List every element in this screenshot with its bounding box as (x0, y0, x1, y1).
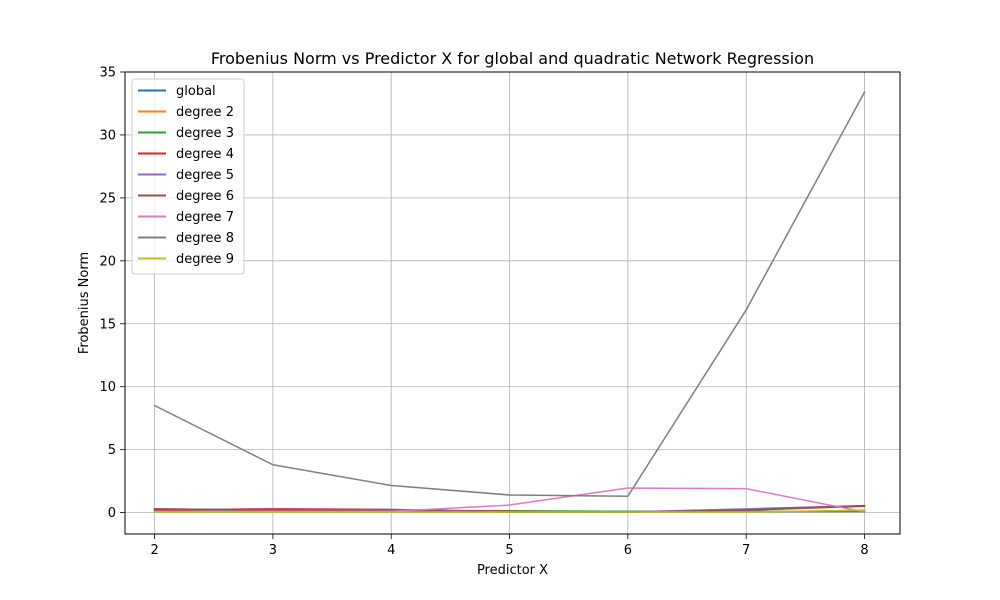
legend-entry-label: degree 6 (176, 189, 234, 204)
series-line-degree-9 (153, 509, 866, 513)
x-tick-label: 8 (860, 543, 868, 558)
y-axis-label: Frobenius Norm (77, 252, 92, 354)
x-axis-label: Predictor X (477, 563, 548, 578)
x-tick-label: 7 (742, 543, 750, 558)
x-tick-label: 3 (269, 543, 277, 558)
legend-entry-label: degree 4 (176, 147, 234, 162)
y-tick-label: 15 (99, 317, 116, 332)
x-tick-label: 5 (505, 543, 513, 558)
x-tick-label: 2 (150, 543, 158, 558)
legend-entry-label: degree 9 (176, 252, 234, 267)
y-axis: 0 5 10 15 20 25 30 35 (99, 66, 125, 521)
legend: global degree 2 degree 3 degree 4 degree 5 de… (131, 78, 245, 275)
legend-entry-label: degree 8 (176, 231, 234, 246)
legend-entry-label: degree 7 (176, 210, 234, 225)
legend-entry-label: degree 5 (176, 168, 234, 183)
series-lines (153, 91, 866, 513)
legend-entry-label: degree 3 (176, 126, 234, 141)
x-tick-label: 4 (387, 543, 395, 558)
y-tick-label: 35 (99, 66, 116, 81)
legend-entry-label: degree 2 (176, 105, 234, 120)
legend-entry-label: global (176, 84, 216, 99)
y-tick-label: 0 (108, 506, 116, 521)
y-tick-label: 25 (99, 191, 116, 206)
x-axis: 2 3 4 5 6 7 8 (150, 534, 869, 558)
chart-title: Frobenius Norm vs Predictor X for global… (211, 49, 814, 68)
y-tick-label: 20 (99, 254, 116, 269)
y-tick-label: 5 (108, 443, 116, 458)
y-tick-label: 30 (99, 128, 116, 143)
plot-frame (124, 71, 901, 535)
series-line-degree-8 (153, 91, 866, 497)
legend-box (131, 78, 245, 275)
y-tick-label: 10 (99, 380, 116, 395)
x-tick-label: 6 (624, 543, 632, 558)
